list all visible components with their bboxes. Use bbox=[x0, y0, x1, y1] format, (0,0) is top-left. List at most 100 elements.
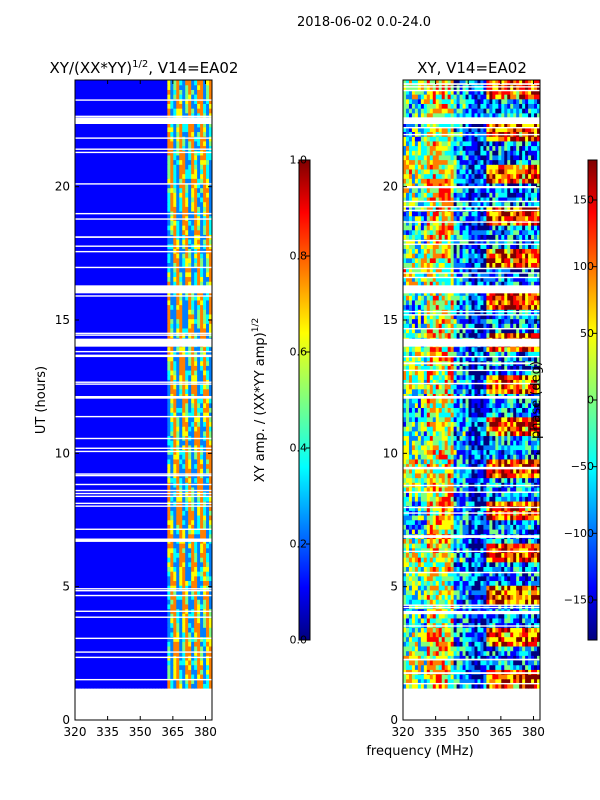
heatmap-cell bbox=[167, 388, 171, 394]
heatmap-cell bbox=[137, 426, 142, 432]
heatmap-cell bbox=[122, 575, 127, 582]
heatmap-cell bbox=[149, 622, 154, 628]
heatmap-cell bbox=[209, 566, 212, 572]
heatmap-cell bbox=[131, 463, 136, 469]
heatmap-cell bbox=[182, 458, 186, 465]
heatmap-cell bbox=[77, 369, 82, 376]
heatmap-cell bbox=[164, 636, 168, 642]
heatmap-cell bbox=[80, 295, 85, 301]
heatmap-cell bbox=[206, 486, 210, 493]
heatmap-cell bbox=[203, 454, 207, 460]
heatmap-cell bbox=[203, 444, 207, 451]
heatmap-cell bbox=[128, 407, 133, 413]
heatmap-cell bbox=[77, 239, 82, 245]
heatmap-cell bbox=[203, 215, 207, 221]
heatmap-cell bbox=[158, 346, 162, 352]
heatmap-cell bbox=[158, 360, 162, 366]
heatmap-cell bbox=[182, 631, 186, 638]
heatmap-cell bbox=[104, 365, 109, 371]
heatmap-cell bbox=[185, 299, 189, 306]
heatmap-cell bbox=[179, 454, 183, 460]
heatmap-cell bbox=[110, 360, 115, 366]
heatmap-cell bbox=[200, 514, 204, 521]
heatmap-cell bbox=[185, 585, 189, 591]
heatmap-cell bbox=[92, 407, 97, 413]
heatmap-cell bbox=[182, 514, 186, 521]
heatmap-cell bbox=[152, 369, 157, 376]
heatmap-cell bbox=[203, 547, 207, 553]
heatmap-cell bbox=[125, 257, 130, 263]
heatmap-cell bbox=[179, 669, 183, 675]
heatmap-cell bbox=[164, 496, 168, 502]
heatmap-cell bbox=[110, 304, 115, 310]
heatmap-cell bbox=[77, 206, 82, 212]
heatmap-cell bbox=[119, 407, 124, 413]
heatmap-cell bbox=[182, 355, 186, 362]
heatmap-cell bbox=[155, 659, 159, 666]
heatmap-cell bbox=[119, 454, 124, 460]
heatmap-cell bbox=[152, 196, 157, 203]
heatmap-cell bbox=[167, 187, 171, 193]
heatmap-cell bbox=[110, 603, 115, 610]
heatmap-cell bbox=[209, 271, 212, 278]
heatmap-cell bbox=[75, 224, 79, 231]
heatmap-cell bbox=[113, 440, 118, 446]
heatmap-cell bbox=[200, 276, 204, 282]
heatmap-cell bbox=[164, 182, 168, 189]
heatmap-cell bbox=[167, 318, 171, 324]
heatmap-cell bbox=[134, 239, 139, 245]
heatmap-cell bbox=[197, 458, 201, 465]
heatmap-cell bbox=[206, 617, 210, 624]
heatmap-cell bbox=[200, 659, 204, 666]
heatmap-cell bbox=[92, 295, 97, 301]
heatmap-cell bbox=[170, 187, 174, 193]
heatmap-cell bbox=[167, 543, 171, 549]
heatmap-cell bbox=[185, 641, 189, 647]
heatmap-cell bbox=[176, 253, 180, 259]
heatmap-cell bbox=[161, 486, 165, 493]
heatmap-cell bbox=[206, 673, 210, 680]
heatmap-cell bbox=[161, 669, 165, 675]
heatmap-cell bbox=[170, 636, 174, 642]
heatmap-cell bbox=[101, 355, 106, 362]
heatmap-cell bbox=[197, 519, 201, 525]
heatmap-cell bbox=[101, 617, 106, 624]
heatmap-cell bbox=[80, 599, 85, 605]
heatmap-cell bbox=[149, 669, 154, 675]
heatmap-cell bbox=[80, 454, 85, 460]
heatmap-cell bbox=[75, 594, 79, 600]
heatmap-cell bbox=[92, 641, 97, 647]
heatmap-cell bbox=[170, 683, 174, 689]
heatmap-cell bbox=[104, 416, 109, 423]
heatmap-cell bbox=[80, 355, 85, 362]
heatmap-cell bbox=[128, 524, 133, 530]
heatmap-cell bbox=[110, 514, 115, 521]
heatmap-cell bbox=[206, 253, 210, 259]
heatmap-cell bbox=[194, 454, 198, 460]
heatmap-cell bbox=[152, 407, 157, 413]
heatmap-cell bbox=[75, 304, 79, 310]
heatmap-cell bbox=[80, 617, 85, 624]
heatmap-cell bbox=[77, 631, 82, 638]
heatmap-cell bbox=[98, 281, 103, 287]
heatmap-cell bbox=[140, 309, 145, 315]
heatmap-cell bbox=[209, 388, 212, 394]
heatmap-cell bbox=[75, 650, 79, 656]
heatmap-cell bbox=[122, 477, 127, 483]
heatmap-cell bbox=[161, 430, 165, 437]
heatmap-cell bbox=[158, 313, 162, 320]
heatmap-cell bbox=[206, 458, 210, 465]
heatmap-cell bbox=[170, 519, 174, 525]
heatmap-cell bbox=[77, 178, 82, 184]
heatmap-cell bbox=[197, 659, 201, 666]
heatmap-cell bbox=[185, 229, 189, 235]
heatmap-cell bbox=[167, 365, 171, 371]
heatmap-cell bbox=[110, 547, 115, 553]
heatmap-cell bbox=[128, 458, 133, 465]
heatmap-cell bbox=[107, 585, 112, 591]
heatmap-cell bbox=[83, 369, 88, 376]
heatmap-cell bbox=[155, 524, 159, 530]
heatmap-cell bbox=[197, 636, 201, 642]
heatmap-cell bbox=[86, 627, 91, 633]
heatmap-cell bbox=[92, 594, 97, 600]
